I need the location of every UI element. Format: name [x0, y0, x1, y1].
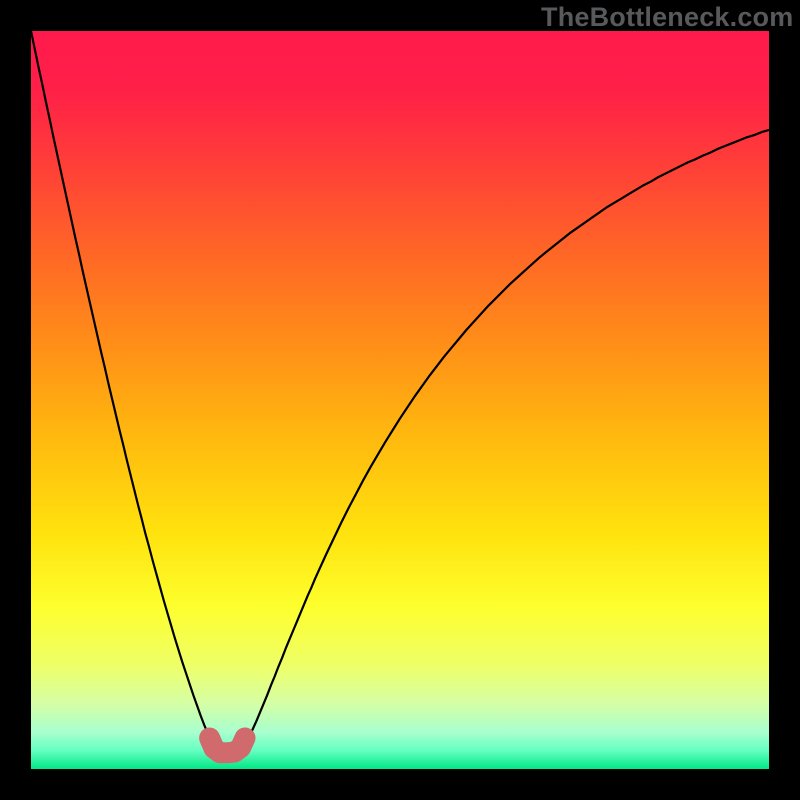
gradient-background [31, 31, 769, 769]
watermark-text: TheBottleneck.com [541, 2, 793, 33]
frame-border-bottom [0, 769, 800, 800]
bottleneck-chart [0, 0, 800, 800]
frame-border-left [0, 0, 31, 800]
frame-border-right [769, 0, 800, 800]
